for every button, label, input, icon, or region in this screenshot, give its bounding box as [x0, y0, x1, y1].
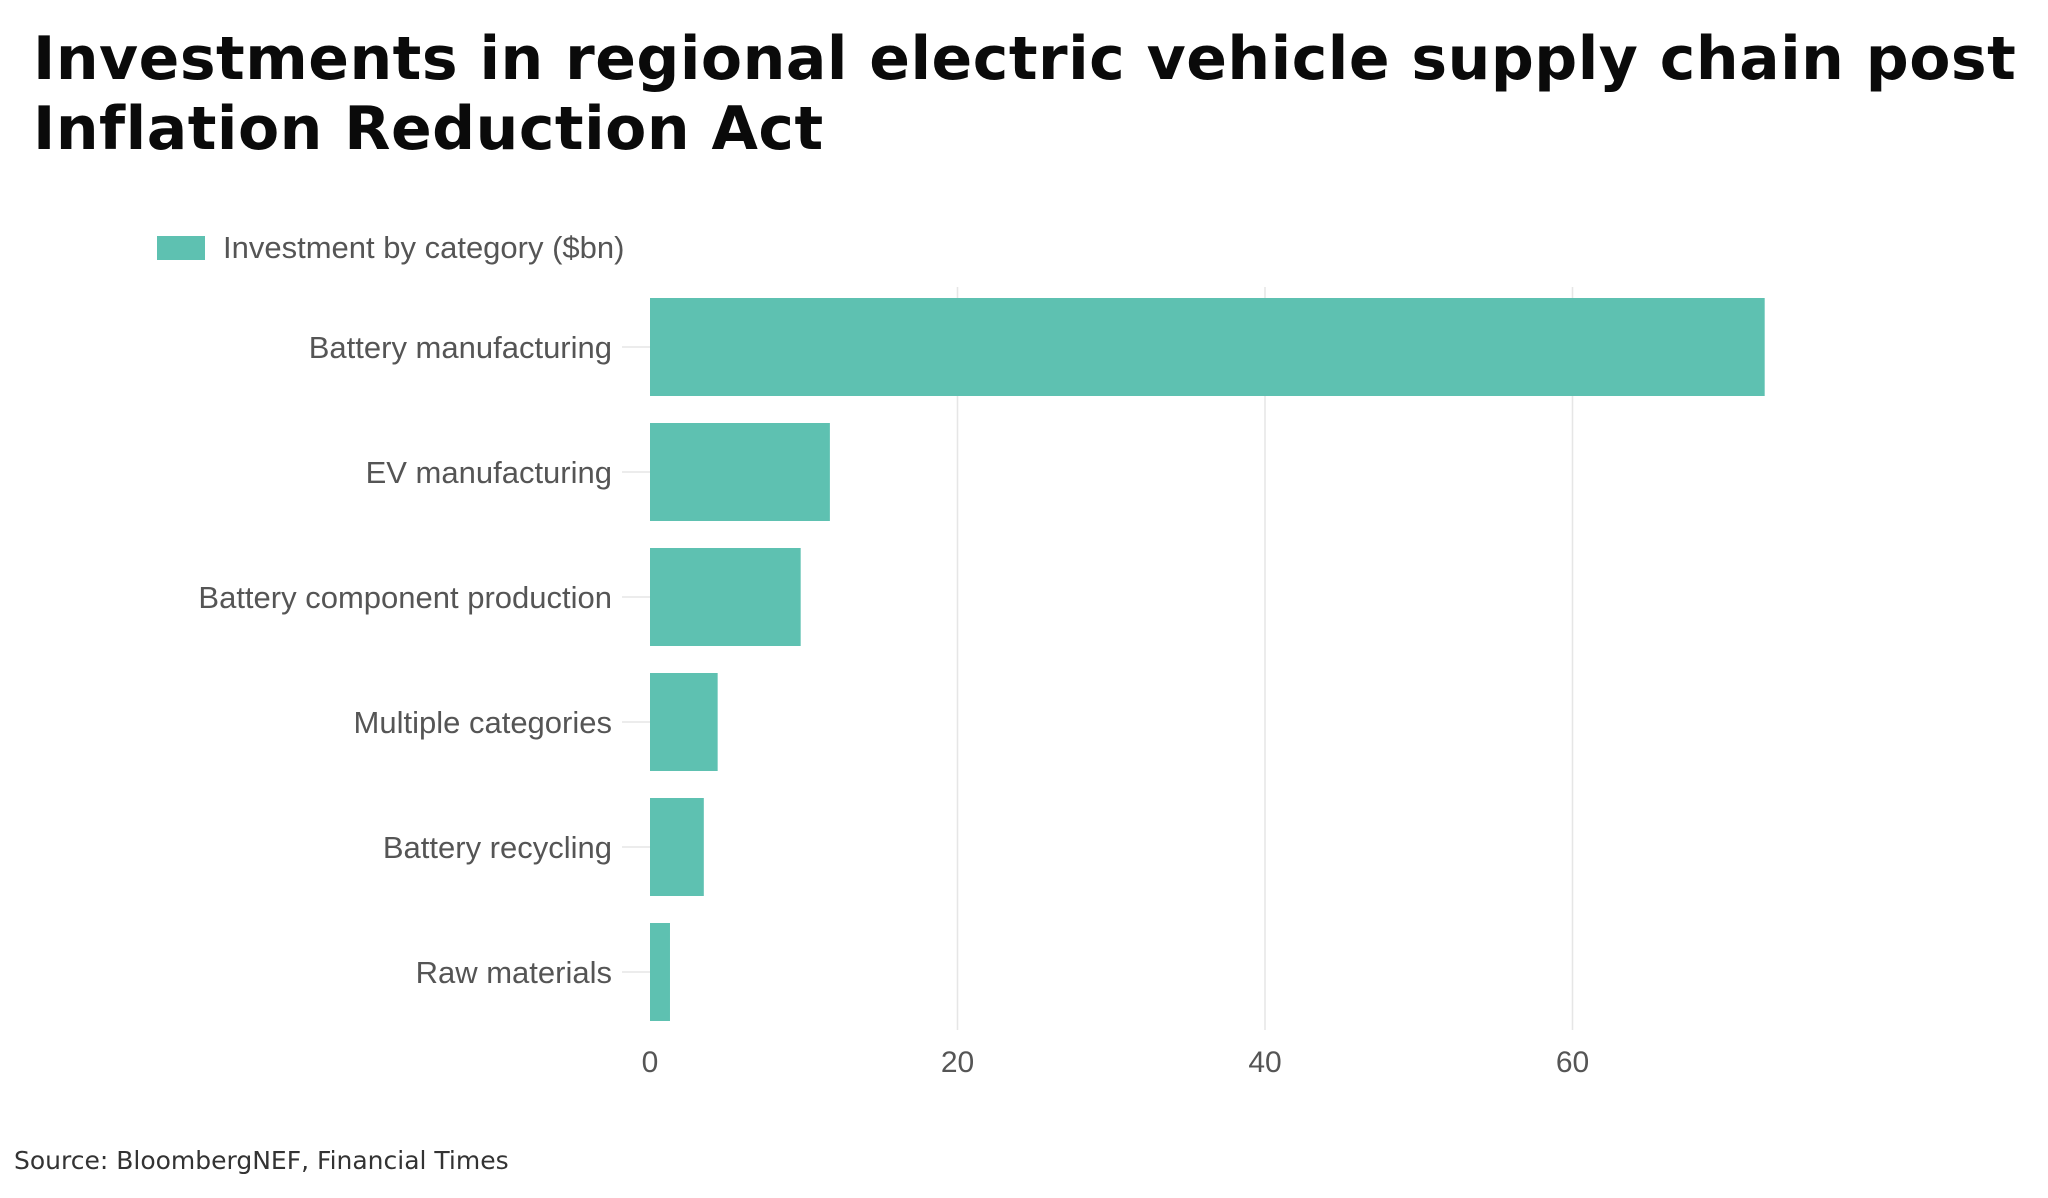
x-tick-label: 0: [642, 1046, 659, 1079]
category-label: EV manufacturing: [366, 455, 612, 490]
bar-chart: Battery manufacturing EV manufacturing Bat…: [198, 287, 1765, 1079]
bar: [650, 548, 801, 646]
category-label: Battery manufacturing: [309, 330, 612, 365]
legend-swatch: [157, 236, 205, 260]
bar: [650, 298, 1765, 396]
category-label: Raw materials: [416, 955, 612, 990]
source-note: Source: BloombergNEF, Financial Times: [14, 1146, 509, 1175]
category-label: Battery recycling: [383, 830, 612, 865]
legend: Investment by category ($bn): [157, 230, 624, 266]
x-tick-label: 20: [941, 1046, 974, 1079]
bars: [650, 298, 1765, 1021]
bar: [650, 923, 670, 1021]
gridlines: [956, 287, 1574, 1030]
legend-label: Investment by category ($bn): [223, 230, 625, 265]
x-axis-ticks: 0 20 40 60: [642, 1046, 1590, 1079]
chart-title: Investments in regional electric vehicle…: [33, 24, 2017, 164]
x-tick-label: 40: [1248, 1046, 1281, 1079]
category-label: Battery component production: [198, 580, 612, 615]
category-label: Multiple categories: [354, 705, 612, 740]
x-tick-label: 60: [1556, 1046, 1589, 1079]
bar: [650, 673, 718, 771]
bar: [650, 423, 830, 521]
bar: [650, 798, 704, 896]
category-labels: Battery manufacturing EV manufacturing Bat…: [198, 330, 650, 990]
